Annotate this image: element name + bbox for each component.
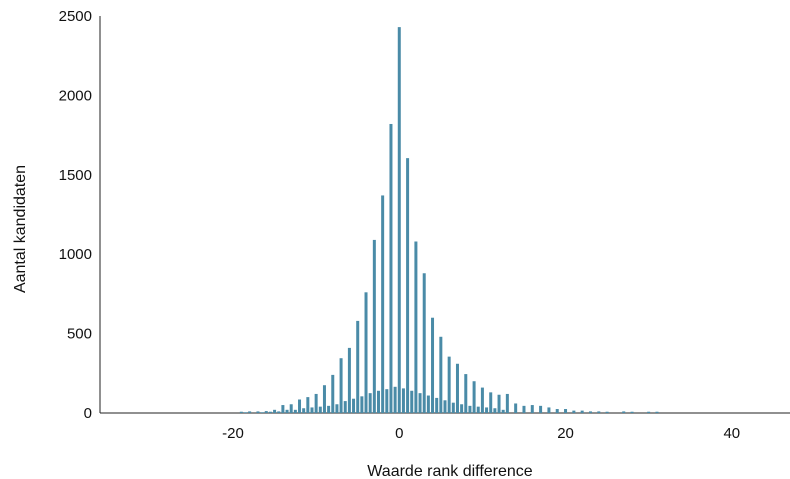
histogram-bar bbox=[501, 409, 505, 413]
histogram-bar bbox=[485, 407, 489, 413]
histogram-bar bbox=[447, 356, 451, 413]
histogram-bar bbox=[360, 396, 364, 413]
histogram-bar bbox=[281, 405, 285, 413]
histogram-bar bbox=[522, 405, 526, 413]
x-tick-labels: -20 0 20 40 bbox=[222, 425, 740, 442]
histogram-bar bbox=[464, 374, 468, 413]
histogram-bar bbox=[289, 404, 293, 413]
histogram-bar bbox=[248, 411, 252, 413]
histogram-bar bbox=[376, 390, 380, 413]
histogram-bar bbox=[401, 388, 405, 413]
y-axis-title: Aantal kandidaten bbox=[12, 165, 29, 293]
histogram-bar bbox=[580, 410, 584, 413]
x-tick-label: 0 bbox=[395, 425, 403, 442]
histogram-bar bbox=[364, 292, 368, 413]
histogram-bar bbox=[314, 393, 318, 413]
histogram-bar bbox=[505, 393, 509, 413]
histogram-bar bbox=[256, 411, 260, 413]
histogram-bar bbox=[647, 411, 651, 413]
y-tick-labels: 0 500 1000 1500 2000 2500 bbox=[59, 8, 92, 422]
histogram-bar bbox=[273, 409, 277, 413]
histogram-bar bbox=[343, 401, 347, 413]
histogram-bar bbox=[605, 411, 609, 413]
histogram-bar bbox=[277, 411, 281, 413]
y-tick-label: 2000 bbox=[59, 87, 92, 104]
bars-group bbox=[239, 27, 659, 414]
histogram-bar bbox=[264, 411, 268, 413]
histogram-bar bbox=[431, 317, 435, 413]
y-tick-label: 500 bbox=[67, 326, 92, 343]
histogram-bar bbox=[356, 320, 360, 413]
histogram-bar bbox=[322, 385, 326, 413]
histogram-bar bbox=[435, 397, 439, 413]
histogram-bar bbox=[410, 390, 414, 413]
histogram-bar bbox=[426, 395, 430, 413]
histogram-bar bbox=[489, 392, 493, 413]
histogram-bar bbox=[397, 27, 401, 414]
histogram-bar bbox=[451, 402, 455, 413]
histogram-bar bbox=[385, 389, 389, 413]
histogram-bar bbox=[493, 408, 497, 413]
histogram-bar bbox=[389, 123, 393, 413]
histogram-bar bbox=[372, 239, 376, 413]
histogram-bar bbox=[455, 363, 459, 413]
histogram-bar bbox=[268, 411, 272, 413]
histogram-bar bbox=[630, 411, 634, 413]
x-tick-label: 20 bbox=[557, 425, 574, 442]
histogram-bar bbox=[514, 403, 518, 413]
histogram-bar bbox=[331, 374, 335, 413]
histogram-bar bbox=[476, 406, 480, 413]
histogram-bar bbox=[306, 397, 310, 413]
histogram-bar bbox=[460, 404, 464, 413]
histogram-bar bbox=[564, 409, 568, 413]
histogram-bar bbox=[597, 411, 601, 413]
x-tick-label: 40 bbox=[723, 425, 740, 442]
histogram-bar bbox=[414, 241, 418, 413]
histogram-bar bbox=[381, 195, 385, 413]
histogram-bar bbox=[622, 411, 626, 413]
y-tick-label: 2500 bbox=[59, 8, 92, 25]
histogram-bar bbox=[260, 412, 264, 413]
y-tick-label: 1500 bbox=[59, 167, 92, 184]
histogram-bar bbox=[298, 399, 302, 413]
histogram-bar bbox=[327, 405, 331, 413]
histogram-bar bbox=[472, 381, 476, 413]
histogram-bar bbox=[418, 393, 422, 413]
histogram-bar bbox=[572, 410, 576, 413]
histogram-bar bbox=[480, 387, 484, 413]
histogram-bar bbox=[530, 405, 534, 413]
histogram-bar bbox=[406, 158, 410, 413]
x-tick-label: -20 bbox=[222, 425, 244, 442]
histogram-bar bbox=[302, 408, 306, 413]
histogram-bar bbox=[339, 358, 343, 413]
histogram-bar bbox=[239, 411, 243, 413]
histogram-bar bbox=[547, 407, 551, 413]
histogram-bar bbox=[497, 394, 501, 413]
x-axis-title: Waarde rank difference bbox=[367, 463, 533, 479]
y-tick-label: 0 bbox=[84, 405, 92, 422]
histogram-bar bbox=[443, 400, 447, 413]
y-tick-label: 1000 bbox=[59, 246, 92, 263]
histogram-bar bbox=[293, 409, 297, 413]
histogram-bar bbox=[439, 336, 443, 413]
histogram-bar bbox=[422, 273, 426, 413]
histogram-bar bbox=[310, 407, 314, 413]
histogram-bar bbox=[555, 409, 559, 413]
histogram-bar bbox=[393, 386, 397, 413]
histogram-bar bbox=[352, 398, 356, 413]
histogram-bar bbox=[347, 347, 351, 413]
histogram-bar bbox=[243, 412, 247, 413]
histogram-bar bbox=[335, 404, 339, 413]
histogram-bar bbox=[368, 393, 372, 413]
histogram-bar bbox=[539, 405, 543, 413]
histogram-bar bbox=[285, 409, 289, 413]
histogram-bar bbox=[588, 411, 592, 413]
histogram-bar bbox=[468, 405, 472, 413]
histogram-bar bbox=[318, 406, 322, 413]
histogram-bar bbox=[655, 411, 659, 413]
